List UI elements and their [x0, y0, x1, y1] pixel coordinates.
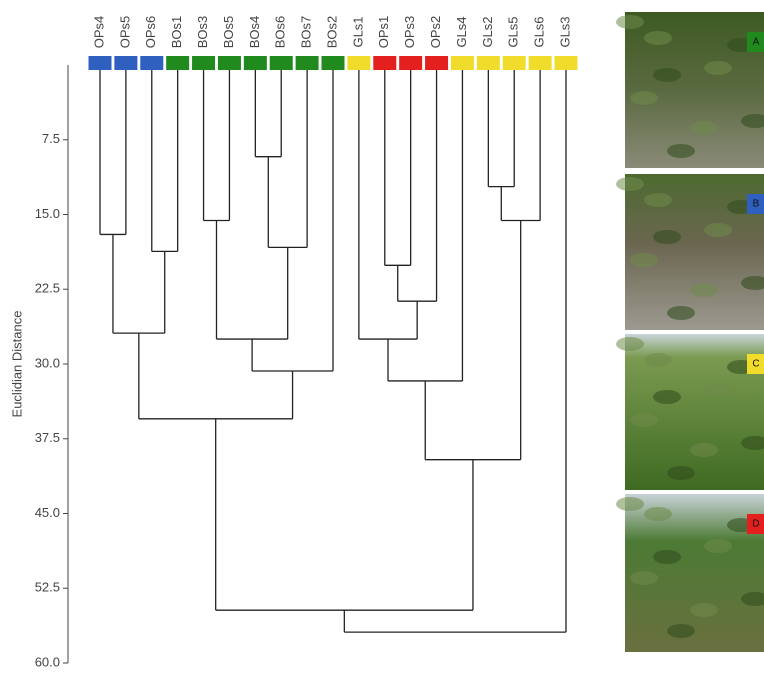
panel-label: C [752, 359, 759, 370]
photo-detail [630, 413, 658, 427]
leaf-color [295, 56, 319, 70]
leaf-label: BOs5 [221, 16, 236, 49]
y-tick-label: 37.5 [35, 430, 60, 445]
leaf-color [166, 56, 190, 70]
leaf-label: OPs6 [143, 16, 158, 49]
photo-detail [653, 390, 681, 404]
leaf-label: BOs1 [169, 16, 184, 49]
photo-detail [690, 603, 718, 617]
y-tick-label: 52.5 [35, 580, 60, 595]
leaf-label: OPs2 [428, 16, 443, 49]
leaf-color [192, 56, 216, 70]
photo-detail [653, 230, 681, 244]
photo-detail [616, 497, 644, 511]
photo-detail [630, 91, 658, 105]
panel-label: D [752, 519, 759, 530]
leaf-color [269, 56, 293, 70]
leaf-color [243, 56, 267, 70]
photo-detail [741, 114, 764, 128]
leaf-color [321, 56, 345, 70]
leaf-color [347, 56, 371, 70]
leaf-color [114, 56, 138, 70]
photo-detail [741, 592, 764, 606]
photo-detail [653, 550, 681, 564]
leaf-label: BOs7 [299, 16, 314, 49]
leaf-label: BOs3 [195, 16, 210, 49]
leaf-label: GLs4 [454, 16, 469, 47]
leaf-label: OPs3 [402, 16, 417, 49]
photo-detail [653, 68, 681, 82]
leaf-color [399, 56, 423, 70]
photo-detail [667, 144, 695, 158]
photo-detail [704, 539, 732, 553]
y-tick-label: 22.5 [35, 281, 60, 296]
photo-detail [690, 283, 718, 297]
photo-detail [644, 353, 672, 367]
y-tick-label: 30.0 [35, 355, 60, 370]
photo-detail [704, 223, 732, 237]
leaf-label: OPs5 [117, 16, 132, 49]
leaf-color [88, 56, 112, 70]
y-tick-label: 45.0 [35, 505, 60, 520]
leaf-label: GLs1 [350, 16, 365, 47]
leaf-color [554, 56, 578, 70]
photo-detail [690, 121, 718, 135]
leaf-color [373, 56, 397, 70]
leaf-label: OPs1 [376, 16, 391, 49]
leaf-color [140, 56, 164, 70]
panel-badge [747, 194, 764, 214]
photo-detail [704, 61, 732, 75]
photo-detail [667, 306, 695, 320]
photo-detail [616, 15, 644, 29]
leaf-label: GLs2 [480, 16, 495, 47]
panel-label: B [753, 199, 760, 210]
leaf-color [217, 56, 241, 70]
leaf-color [528, 56, 552, 70]
photo-detail [667, 624, 695, 638]
leaf-label: GLs3 [557, 16, 572, 47]
photo-detail [741, 436, 764, 450]
photo-detail [630, 253, 658, 267]
leaf-label: GLs6 [532, 16, 547, 47]
photo-detail [690, 443, 718, 457]
panel-badge [747, 354, 764, 374]
photo-detail [644, 193, 672, 207]
leaf-label: OPs4 [91, 16, 106, 49]
photo-detail [667, 466, 695, 480]
photo-detail [741, 276, 764, 290]
panel-badge [747, 514, 764, 534]
photo-detail [616, 177, 644, 191]
leaf-label: BOs2 [324, 16, 339, 49]
leaf-color [476, 56, 500, 70]
y-tick-label: 7.5 [42, 131, 60, 146]
y-tick-label: 60.0 [35, 654, 60, 669]
photo-detail [644, 31, 672, 45]
photo-detail [630, 571, 658, 585]
leaf-color [502, 56, 526, 70]
photo-detail [644, 507, 672, 521]
y-tick-label: 15.0 [35, 206, 60, 221]
leaf-label: BOs6 [273, 16, 288, 49]
leaf-color [425, 56, 449, 70]
photo-detail [704, 383, 732, 397]
leaf-label: BOs4 [247, 16, 262, 49]
panel-label: A [753, 37, 760, 48]
leaf-color [450, 56, 474, 70]
leaf-label: GLs5 [506, 16, 521, 47]
photo-detail [616, 337, 644, 351]
panel-badge [747, 32, 764, 52]
y-axis-title: Euclidian Distance [9, 311, 24, 418]
